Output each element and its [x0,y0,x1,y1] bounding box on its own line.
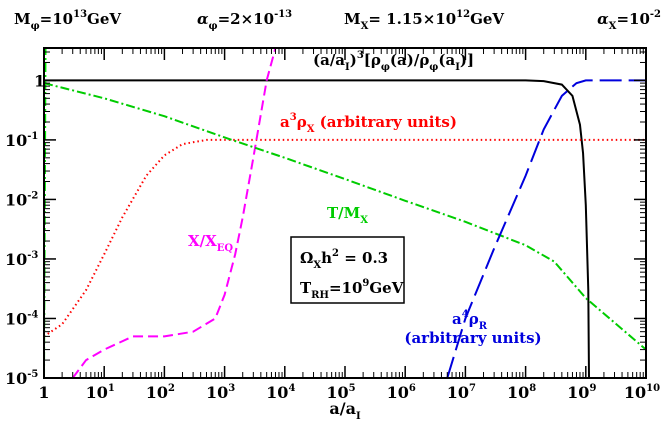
x-tick-label: 101 [86,383,115,402]
y-tick-label: 10-2 [5,190,38,209]
radiation-units-label: (arbitrary units) [404,329,541,347]
inflaton-density-curve [44,79,590,378]
x-axis-ticks: 1 101 102 103 104 105 106 107 108 109 1010 [38,48,660,402]
y-tick-label: 10-4 [5,309,38,328]
y-tick-label: 1 [34,71,45,90]
x-tick-label: 103 [206,383,235,402]
temperature-ratio-curve [44,82,646,351]
x-axis-label: a/aI [329,399,361,422]
annotation-box: ΩXh2 = 0.3 TRH=109GeV [290,236,405,304]
annotation-frame [290,236,405,304]
radiation-density-curve [446,79,646,378]
header-param-4: αX=10-2 [597,9,661,32]
x-tick-label: 1010 [624,383,660,402]
header-param-3: MX= 1.15×1012GeV [344,9,504,32]
x-axis-title: a/aI [329,399,361,422]
header-param-1: Mφ=1013GeV [14,9,121,32]
chart-header: Mφ=1013GeV αφ=2×10-13 MX= 1.15×1012GeV αX=1… [14,9,661,32]
x-tick-label: 104 [266,383,295,402]
x-tick-label: 102 [146,383,175,402]
header-param-2: αφ=2×10-13 [197,9,292,32]
y-tick-label: 10-1 [5,131,38,150]
x-tick-label: 105 [326,383,355,402]
curve-labels: (a/aI)3[ρφ(a)/ρφ(aI)] a3ρX (arbitrary uni… [188,50,542,347]
y-axis-ticks: 1 10-1 10-2 10-3 10-4 10-5 [5,51,646,388]
plot-frame [43,47,647,379]
y-tick-label: 10-3 [5,250,38,269]
x-equilibrium-ratio-label: X/XEQ [188,232,233,254]
annotation-line-1: ΩXh2 = 0.3 [300,248,388,271]
inflaton-density-label: (a/aI)3[ρφ(a)/ρφ(aI)] [313,50,474,73]
x-tick-label: 108 [507,383,536,402]
x-equilibrium-ratio-curve [71,48,277,378]
radiation-density-label: a4ρR [452,309,488,332]
y-tick-label: 10-5 [5,369,38,388]
x-tick-label: 106 [387,383,416,402]
annotation-line-2: TRH=109GeV [300,278,404,301]
x-tick-label: 109 [567,383,596,402]
x-tick-label: 107 [447,383,476,402]
temperature-ratio-label: T/MX [327,204,368,226]
x-tick-label: 1 [38,383,49,402]
x-density-label: a3ρX (arbitrary units) [280,112,457,135]
